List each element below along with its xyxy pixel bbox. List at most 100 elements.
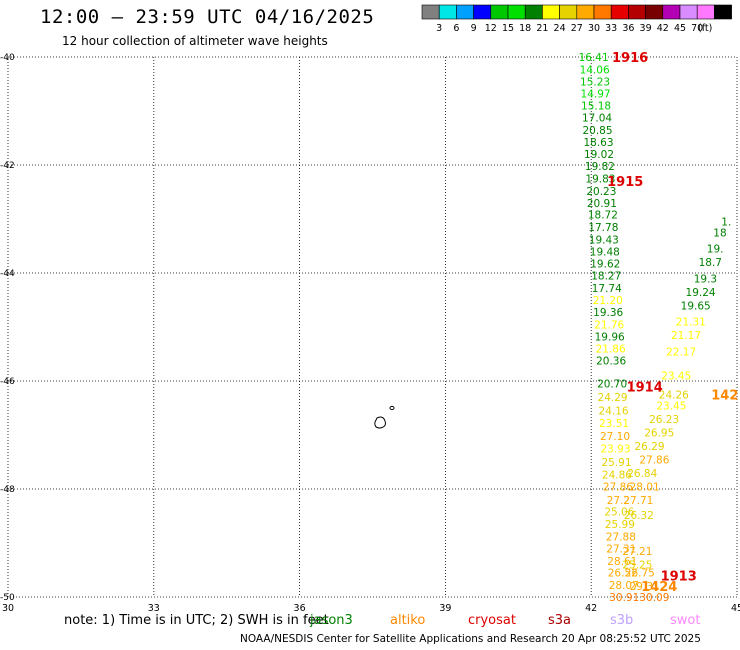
- colorbar-swatch: [714, 4, 732, 20]
- wave-height-value: 17.04: [582, 112, 612, 124]
- wave-height-value: 27.88: [606, 532, 636, 544]
- wave-height-value: 17.78: [588, 222, 618, 234]
- x-tick-label: 33: [148, 603, 160, 614]
- colorbar-tick-label: 24: [554, 23, 566, 34]
- note-text: note: 1) Time is in UTC; 2) SWH is in fe…: [64, 613, 329, 628]
- wave-height-value: 25.91: [601, 457, 631, 469]
- wave-height-value: 19.83: [585, 174, 615, 186]
- wave-height-value: 23.93: [600, 444, 630, 456]
- wave-height-value: 28.61: [607, 556, 637, 568]
- pass-time-label: 142: [711, 389, 738, 404]
- wave-height-value: 16.41: [579, 52, 609, 64]
- wave-height-value: 23.51: [599, 418, 629, 430]
- wave-height-value: 15.23: [580, 76, 610, 88]
- wave-height-value: 20.70: [597, 379, 627, 391]
- wave-height-value: 27.86: [639, 454, 669, 466]
- wave-height-value: 24.16: [599, 406, 629, 418]
- pass-time-label: 1916: [612, 51, 648, 66]
- wave-height-value: 26.95: [644, 427, 674, 439]
- wave-height-value: 30.91: [609, 592, 639, 604]
- wave-height-value: 21.86: [596, 344, 626, 356]
- wave-height-value: 27.71: [623, 495, 653, 507]
- mission-legend-s3b: s3b: [610, 613, 634, 628]
- wave-height-value: 18: [713, 228, 726, 240]
- mission-legend-s3a: s3a: [548, 613, 572, 628]
- wave-height-value: 19.96: [595, 332, 625, 344]
- mission-legend-cryosat: cryosat: [468, 613, 516, 628]
- colorbar-tick-label: 18: [519, 23, 531, 34]
- wave-height-value: 27.31: [606, 543, 636, 555]
- y-tick-label: -42: [0, 161, 15, 171]
- wave-height-value: 21.31: [676, 317, 706, 329]
- footer-credit: NOAA/NESDIS Center for Satellite Applica…: [240, 633, 701, 645]
- colorbar-tick-label: 3: [436, 23, 442, 34]
- wave-height-value: 18.72: [588, 210, 618, 222]
- wave-height-value: 19.65: [681, 300, 711, 312]
- wave-height-value: 23.45: [656, 400, 686, 412]
- mission-legend-altiko: altiko: [390, 613, 426, 628]
- wave-height-value: 21.20: [593, 295, 623, 307]
- wave-height-value: 19.43: [589, 235, 619, 247]
- wave-height-value: 19.: [707, 244, 724, 256]
- wave-height-value: 19.24: [686, 287, 716, 299]
- island-outline: [374, 416, 386, 429]
- wave-height-value: 30.09: [639, 592, 669, 604]
- wave-height-value: 27.21: [622, 546, 652, 558]
- colorbar-tick-label: 39: [640, 23, 652, 34]
- wave-height-value: 24.86: [602, 469, 632, 481]
- colorbar-tick-label: 12: [485, 23, 497, 34]
- wave-height-value: 19.82: [585, 161, 615, 173]
- map-frame: [7, 56, 738, 598]
- page-title: 12:00 – 23:59 UTC 04/16/2025: [40, 6, 375, 28]
- colorbar-tick-label: 6: [453, 23, 459, 34]
- wave-height-value: 17.74: [592, 283, 622, 295]
- wave-height-value: 15.18: [581, 101, 611, 113]
- y-tick-label: -44: [0, 269, 15, 279]
- colorbar-tick-label: 45: [674, 23, 686, 34]
- wave-height-value: 19.62: [590, 258, 620, 270]
- colorbar-tick-label: 15: [502, 23, 514, 34]
- island-outline: [389, 405, 395, 411]
- wave-height-value: 24.26: [659, 390, 689, 402]
- x-tick-label: 45: [731, 603, 740, 614]
- wave-height-value: 14.97: [581, 89, 611, 101]
- wave-height-value: 19.02: [584, 149, 614, 161]
- wave-height-value: 28.01: [630, 481, 660, 493]
- wave-height-value: 19.3: [694, 273, 717, 285]
- wave-height-value: 20.85: [582, 125, 612, 137]
- wave-height-value: 24.29: [598, 392, 628, 404]
- wave-height-value: 18.7: [699, 257, 722, 269]
- y-tick-label: -40: [0, 53, 15, 63]
- y-tick-label: -48: [0, 485, 15, 495]
- x-tick-label: 30: [2, 603, 14, 614]
- wave-height-value: 20.36: [596, 355, 626, 367]
- colorbar-unit-label: (ft): [698, 23, 712, 34]
- wave-height-value: 22.17: [666, 346, 696, 358]
- wave-height-value: 19.48: [590, 246, 620, 258]
- x-tick-label: 39: [439, 603, 451, 614]
- y-tick-label: -46: [0, 377, 15, 387]
- x-tick-label: 36: [294, 603, 306, 614]
- colorbar-tick-label: 33: [605, 23, 617, 34]
- colorbar-tick-label: 9: [471, 23, 477, 34]
- wave-height-value: 27.2: [607, 495, 630, 507]
- wave-height-value: 25.06: [604, 507, 634, 519]
- wave-height-value: 18.63: [583, 137, 613, 149]
- wave-height-value: 26.32: [624, 510, 654, 522]
- wave-height-value: 23.45: [661, 371, 691, 383]
- wave-height-value: 26.29: [634, 441, 664, 453]
- x-tick-label: 42: [585, 603, 597, 614]
- wave-height-value: 26.52: [608, 568, 638, 580]
- colorbar-tick-label: 27: [571, 23, 583, 34]
- colorbar-tick-label: 42: [657, 23, 669, 34]
- pass-time-label: 1914: [627, 380, 663, 395]
- colorbar-tick-label: 21: [536, 23, 548, 34]
- colorbar-tick-label: 70: [691, 23, 703, 34]
- colorbar-tick-label: 30: [588, 23, 600, 34]
- mission-legend-swot: swot: [670, 613, 701, 628]
- wave-height-value: 1.: [721, 217, 731, 229]
- colorbar-legend: 3 6 9 12 15 18 21 24 27 30 33 36 39 42 45 70(ft): [421, 4, 732, 34]
- wave-height-value: 20.23: [586, 186, 616, 198]
- page-subtitle: 12 hour collection of altimeter wave hei…: [62, 34, 328, 48]
